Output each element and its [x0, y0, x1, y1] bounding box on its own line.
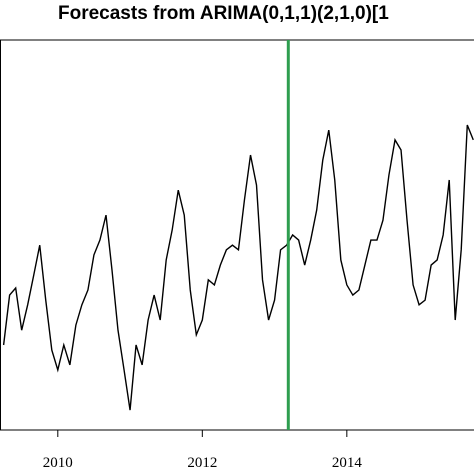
chart-title: Forecasts from ARIMA(0,1,1)(2,1,0)[1	[58, 3, 389, 24]
x-tick-label: 2010	[43, 455, 73, 471]
x-tick-label: 2012	[187, 455, 217, 471]
x-tick-label: 2014	[332, 455, 363, 471]
plot-frame	[0, 39, 474, 431]
series-line	[2, 124, 474, 411]
